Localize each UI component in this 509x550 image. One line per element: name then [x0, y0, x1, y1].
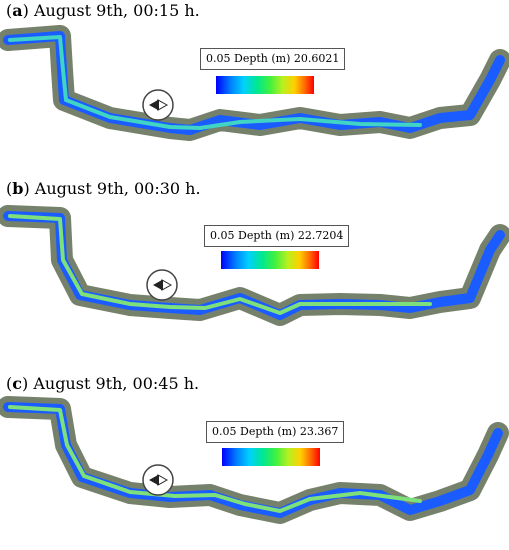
panel-b: (b) August 9th, 00:30 h. 0.05 Depth (m) …: [0, 180, 509, 365]
legend-a-colorbar: [216, 76, 314, 94]
legend-c-title: Depth (m): [240, 425, 297, 438]
river-depth-c: [8, 405, 422, 513]
panel-b-label: b: [12, 179, 24, 198]
compass-icon: [141, 463, 175, 501]
panel-a-caption-text: August 9th, 00:15 h.: [33, 1, 200, 20]
legend-c: 0.05 Depth (m) 23.367: [206, 421, 345, 443]
legend-a-title: Depth (m): [234, 52, 291, 65]
legend-a-min: 0.05: [206, 52, 231, 65]
legend-b-colorbar: [221, 251, 319, 269]
river-map-c: [0, 396, 509, 524]
legend-c-max: 23.367: [299, 425, 339, 438]
panel-c-caption-text: August 9th, 00:45 h.: [33, 374, 200, 393]
legend-a-max: 20.6021: [293, 52, 340, 65]
river-map-a: [0, 25, 509, 141]
legend-b-min: 0.05: [210, 229, 235, 242]
panel-b-caption: (b) August 9th, 00:30 h.: [6, 179, 201, 198]
river-depth-b: [8, 214, 432, 315]
legend-c-min: 0.05: [212, 425, 237, 438]
panel-a-caption: (a) August 9th, 00:15 h.: [6, 1, 200, 20]
river-depth-a: [8, 35, 422, 130]
legend-b-title: Depth (m): [238, 229, 295, 242]
legend-c-colorbar: [222, 448, 320, 466]
legend-a: 0.05 Depth (m) 20.6021: [200, 48, 346, 70]
panel-b-caption-text: August 9th, 00:30 h.: [34, 179, 201, 198]
river-map-b: [0, 205, 509, 326]
panel-c: (c) August 9th, 00:45 h. 0.05 Depth (m) …: [0, 365, 509, 550]
compass-icon: [145, 268, 179, 306]
legend-b: 0.05 Depth (m) 22.7204: [204, 225, 350, 247]
legend-b-max: 22.7204: [297, 229, 344, 242]
panel-a: (a) August 9th, 00:15 h. 0.05 Depth (m) …: [0, 0, 509, 180]
panel-c-label: c: [12, 374, 22, 393]
panel-c-caption: (c) August 9th, 00:45 h.: [6, 374, 200, 393]
compass-icon: [141, 88, 175, 126]
panel-a-label: a: [12, 1, 23, 20]
